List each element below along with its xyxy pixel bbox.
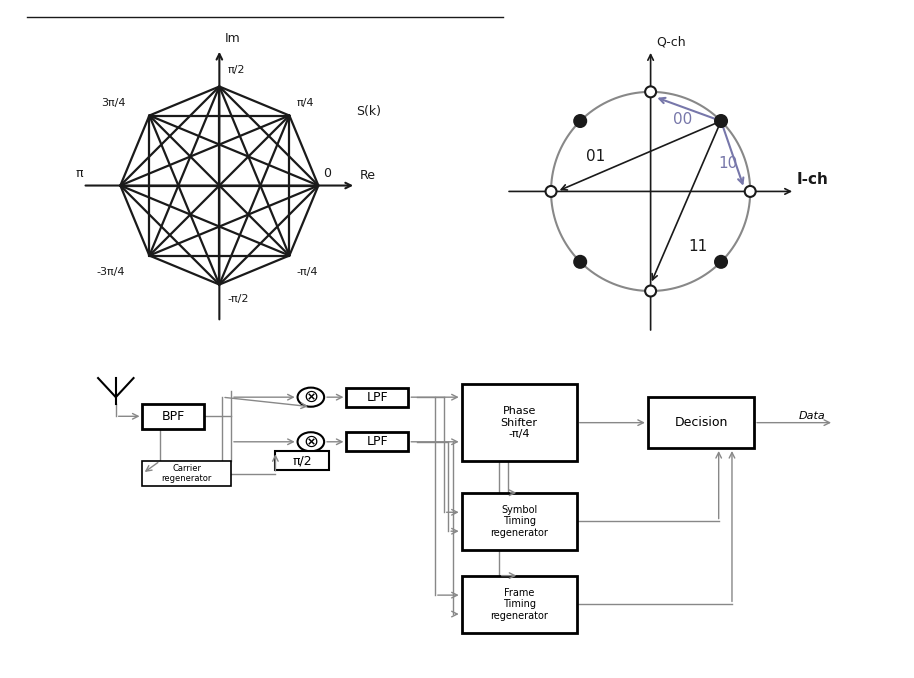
Text: π: π bbox=[75, 167, 83, 180]
Text: LPF: LPF bbox=[367, 391, 388, 403]
Text: 0: 0 bbox=[324, 167, 331, 180]
Circle shape bbox=[574, 256, 586, 268]
Text: Im: Im bbox=[224, 32, 240, 45]
Text: π/2: π/2 bbox=[228, 64, 245, 75]
Bar bbox=[462, 493, 577, 550]
Text: LPF: LPF bbox=[367, 435, 388, 448]
Circle shape bbox=[715, 115, 727, 127]
Circle shape bbox=[745, 186, 756, 197]
Bar bbox=[346, 433, 409, 452]
Bar bbox=[462, 576, 577, 633]
Text: Carrier
regenerator: Carrier regenerator bbox=[162, 464, 212, 483]
Text: Symbol
Timing
regenerator: Symbol Timing regenerator bbox=[490, 505, 548, 538]
Text: 11: 11 bbox=[689, 239, 708, 254]
Text: -π/2: -π/2 bbox=[228, 294, 249, 304]
Text: 00: 00 bbox=[673, 113, 692, 127]
Text: I-ch: I-ch bbox=[797, 172, 829, 187]
Bar bbox=[462, 384, 577, 461]
Circle shape bbox=[645, 285, 656, 296]
Circle shape bbox=[715, 256, 727, 268]
Circle shape bbox=[298, 388, 324, 407]
Text: -3π/4: -3π/4 bbox=[97, 266, 125, 277]
Text: ⊗: ⊗ bbox=[303, 433, 318, 451]
Text: π/2: π/2 bbox=[292, 454, 312, 467]
Text: Q-ch: Q-ch bbox=[656, 35, 686, 48]
Circle shape bbox=[298, 433, 324, 452]
Text: 10: 10 bbox=[718, 156, 738, 171]
Text: ⊗: ⊗ bbox=[303, 388, 318, 406]
Bar bbox=[648, 397, 754, 448]
Text: 01: 01 bbox=[586, 149, 605, 164]
Text: BPF: BPF bbox=[162, 410, 185, 423]
Text: 3π/4: 3π/4 bbox=[101, 98, 125, 108]
Text: Data: Data bbox=[799, 412, 825, 422]
Bar bbox=[275, 452, 328, 471]
Text: Frame
Timing
regenerator: Frame Timing regenerator bbox=[490, 588, 548, 621]
Text: Re: Re bbox=[360, 169, 376, 182]
Text: Phase
Shifter
-π/4: Phase Shifter -π/4 bbox=[501, 406, 537, 439]
Circle shape bbox=[645, 86, 656, 98]
Text: -π/4: -π/4 bbox=[296, 266, 318, 277]
Bar bbox=[143, 403, 205, 429]
Circle shape bbox=[546, 186, 557, 197]
Text: S(k): S(k) bbox=[356, 105, 381, 118]
Bar bbox=[346, 388, 409, 407]
Bar bbox=[143, 461, 231, 486]
Circle shape bbox=[574, 115, 586, 127]
Text: π/4: π/4 bbox=[296, 98, 314, 108]
Text: Decision: Decision bbox=[675, 416, 728, 429]
